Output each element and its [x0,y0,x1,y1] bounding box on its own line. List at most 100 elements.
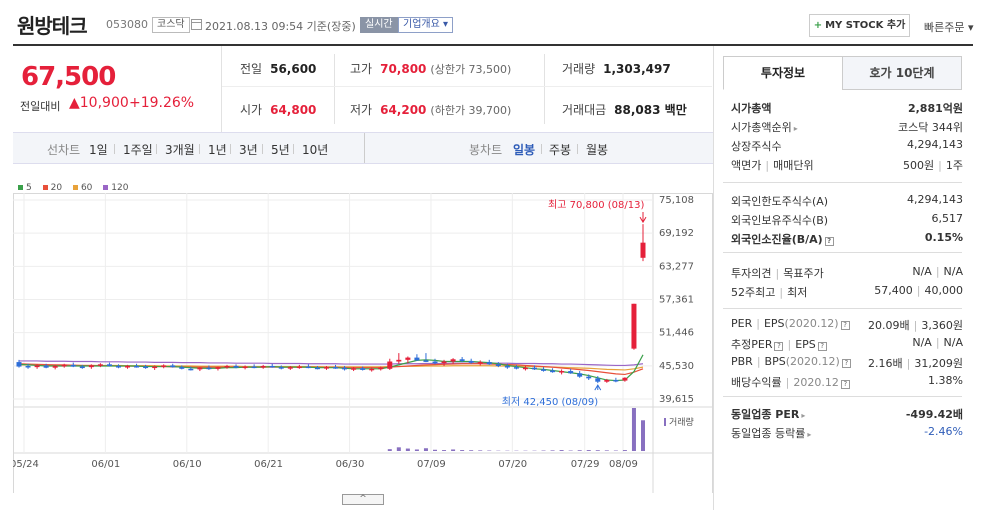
y-tick-label: 51,446 [659,328,694,339]
candle-body [287,367,293,369]
candle-body [477,362,483,364]
candle-body [541,369,547,371]
tab-investment-info[interactable]: 투자정보 [723,56,843,90]
realtime-badge[interactable]: 실시간 [360,17,398,33]
candle-body [441,361,447,364]
help-icon[interactable]: ? [840,321,850,330]
y-tick-label: 69,192 [659,228,694,239]
volume-bar [559,450,564,451]
legend-ma5: 5 [18,183,32,193]
quote-value: 64,200 [380,103,427,117]
info-row[interactable]: 동일업종 등락률 ▸ -2.46% [731,425,963,443]
candle-body [414,357,420,361]
my-stock-add-button[interactable]: + MY STOCK 추가 [809,14,910,37]
volume-bar [641,420,645,451]
period-1y[interactable]: 1년 [208,143,227,157]
period-1w[interactable]: 1주일 [123,143,153,157]
period-3y[interactable]: 3년 [239,143,258,157]
candle-body [468,360,474,363]
info-label: 외국인한도주식수(A) [731,195,829,208]
y-tick-label: 75,108 [659,195,694,206]
info-value: 1.38% [928,374,963,387]
info-value: 0.15% [924,231,963,244]
help-icon[interactable]: ? [840,380,850,389]
info-row[interactable]: 동일업종 PER ▸ -499.42배 [731,406,963,424]
info-row: 시가총액 2,881억원 [731,100,963,118]
valuation-section: PER | EPS(2020.12)? 20.09배 | 3,360원 추정PER? | EP… [723,308,963,396]
volume-bar [631,408,636,451]
date-text: 2021.08.13 09:54 기준(장중) [205,20,356,33]
foreign-section: 외국인한도주식수(A) 4,294,143 외국인보유주식수(B) 6,517 외국… [723,182,963,252]
current-price: 67,500 [21,62,116,92]
info-label: PER | EPS(2020.12)? [731,317,850,330]
info-row: 상장주식수 4,294,143 [731,138,963,156]
x-tick-label: 06/30 [336,459,365,470]
period-5y[interactable]: 5년 [271,143,290,157]
quote-separator [222,86,712,87]
calendar-icon [191,19,202,30]
company-info-button[interactable]: 기업개요 ▾ [398,17,453,33]
legend-ma120: 120 [103,183,128,193]
period-10y[interactable]: 10년 [302,143,329,157]
info-value: 20.09배 | 3,360원 [868,319,963,332]
info-label: PBR | BPS(2020.12)? [731,355,851,368]
info-label: 동일업종 등락률 ▸ [731,427,812,440]
price-chart[interactable]: 75,108 69,192 63,277 57,361 51,446 45,530 39,6… [13,193,713,493]
x-tick-label: 06/01 [91,459,120,470]
period-1d[interactable]: 1일 [89,143,108,157]
quote-value: 70,800 [380,62,427,76]
candle-body [604,380,610,382]
info-row[interactable]: 시가총액순위 ▸ 코스닥 344위 [731,119,963,137]
chart-collapse-handle[interactable]: ^ [342,494,384,505]
help-icon[interactable]: ? [824,237,834,246]
volume-label: 거래량 [664,415,694,428]
change-amount: ▲10,900 [69,95,129,111]
candle-body [405,357,411,360]
candle-body [206,367,212,370]
toolbar-divider [364,133,365,163]
info-value: 4,294,143 [907,193,963,206]
tab-order-book[interactable]: 호가 10단계 [842,56,962,90]
quick-order-button[interactable]: 빠른주문 ▾ [924,21,974,34]
market-tag: 코스닥 [152,17,190,33]
info-value: 2,881억원 [907,102,963,115]
info-row: 외국인한도주식수(A) 4,294,143 [731,193,963,211]
x-tick-label: 08/09 [609,459,638,470]
info-row: 외국인소진율(B/A)? 0.15% [731,231,963,249]
period-3m[interactable]: 3개월 [165,143,195,157]
info-row: 추정PER? | EPS? N/A | N/A [731,336,963,354]
toolbar-divider [293,144,294,154]
info-value: 4,294,143 [907,138,963,151]
company-name: 원방테크 [17,14,88,38]
info-value: -2.46% [924,425,963,438]
y-tick-label: 45,530 [659,361,694,372]
quote-label: 거래대금 [562,103,607,117]
legend-label: 20 [50,183,63,193]
quote-low: 저가 64,200 (하한가 39,700) [350,101,511,118]
help-icon[interactable]: ? [841,359,851,368]
candle-chart-label: 봉차트 [469,143,503,157]
info-label: 액면가 | 매매단위 [731,159,814,172]
info-row: 외국인보유주식수(B) 6,517 [731,212,963,230]
quote-divider [544,54,545,124]
candle-body [423,360,429,362]
candle-body [197,367,203,370]
quote-prev: 전일 56,600 [240,60,316,77]
info-value: N/A | N/A [912,336,963,349]
industry-section: 동일업종 PER ▸ -499.42배 동일업종 등락률 ▸ -2.46% [723,396,963,448]
quote-value: 88,083 백만 [614,103,687,117]
candle-body [278,367,284,369]
info-label: 상장주식수 [731,140,782,153]
volume-bar [442,450,447,451]
candle-monthly[interactable]: 월봉 [586,143,609,157]
candle-weekly[interactable]: 주봉 [549,143,572,157]
candle-body [34,365,40,368]
help-icon[interactable]: ? [817,342,827,351]
candle-body [242,366,248,369]
info-label: 투자의견 | 목표주가 [731,267,824,280]
toolbar-divider [577,144,578,154]
help-icon[interactable]: ? [774,342,784,351]
y-tick-label: 39,615 [659,394,694,405]
caret-right-icon: ▸ [793,124,798,133]
candle-daily[interactable]: 일봉 [513,143,536,157]
